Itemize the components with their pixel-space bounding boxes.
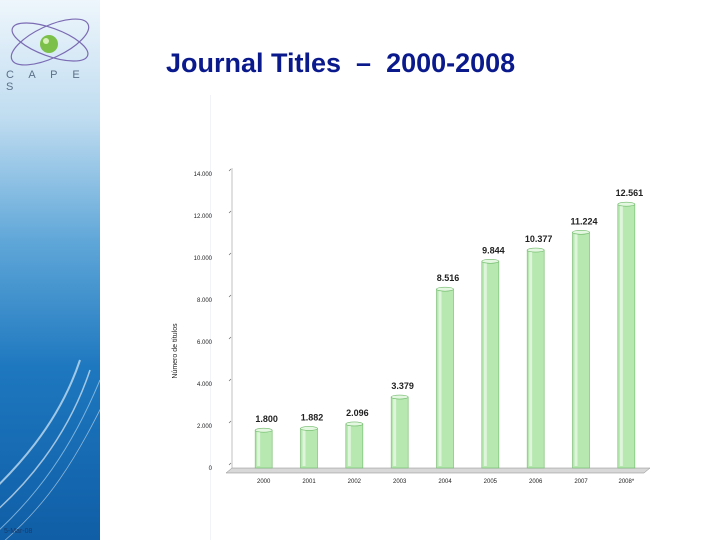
logo-text: C A P E S xyxy=(6,69,86,93)
bar-highlight xyxy=(483,263,487,466)
x-tick-label: 2006 xyxy=(529,479,543,485)
data-label: 8.516 xyxy=(437,273,460,283)
bar-cap xyxy=(436,286,454,292)
chart-floor xyxy=(225,467,651,474)
x-tick-label: 2008* xyxy=(618,479,634,485)
bar-highlight xyxy=(619,206,623,466)
data-label: 10.377 xyxy=(525,234,553,244)
swoosh-decoration xyxy=(0,359,100,540)
bar-cap xyxy=(254,427,273,433)
bar-highlight xyxy=(574,234,578,466)
y-tick-label: 4.000 xyxy=(197,382,213,388)
bar-highlight xyxy=(347,425,351,466)
data-label: 1.800 xyxy=(255,414,278,424)
y-tick-mark xyxy=(228,336,232,340)
x-tick-label: 2004 xyxy=(438,479,452,485)
footer-date: 5-Mar-08 xyxy=(4,528,33,535)
y-tick-label: 8.000 xyxy=(197,298,213,304)
x-tick-label: 2000 xyxy=(257,479,271,485)
bar-cap xyxy=(300,426,318,431)
bar-cap xyxy=(526,247,545,253)
x-tick-label: 2002 xyxy=(348,479,362,485)
bar-cap xyxy=(617,201,636,207)
y-tick-mark xyxy=(228,420,232,424)
y-tick-mark xyxy=(228,252,232,256)
y-tick-label: 12.000 xyxy=(194,214,213,220)
bar-cap xyxy=(572,229,590,235)
bar-cap xyxy=(345,421,364,427)
x-tick-label: 2003 xyxy=(393,479,407,485)
data-label: 12.561 xyxy=(616,188,644,198)
data-label: 3.379 xyxy=(391,381,414,391)
bar-chart: 0 2.000 4.000 6.000 8.000 10.000 12.000 14.000 N… xyxy=(172,168,651,485)
y-tick-mark xyxy=(228,168,232,172)
y-tick-mark xyxy=(228,210,232,214)
y-tick-label: 0 xyxy=(209,466,213,472)
sidebar-decoration: C A P E S 5-Mar-08 xyxy=(0,0,100,540)
bar-highlight xyxy=(302,430,306,466)
data-label: 1.882 xyxy=(301,412,324,422)
y-axis-title: Número de títulos xyxy=(172,323,179,379)
bar-highlight xyxy=(393,399,397,466)
bar-highlight xyxy=(257,432,261,466)
y-tick-label: 14.000 xyxy=(194,172,213,178)
x-tick-label: 2007 xyxy=(574,479,588,485)
data-label: 2.096 xyxy=(346,408,369,418)
x-tick-label: 2001 xyxy=(302,479,316,485)
page-title: Journal Titles – 2000-2008 xyxy=(166,48,516,78)
y-tick-label: 2.000 xyxy=(197,424,213,430)
y-tick-label: 6.000 xyxy=(197,340,213,346)
bar-highlight xyxy=(438,291,442,466)
bar-cap xyxy=(390,394,409,400)
divider xyxy=(210,95,211,540)
globe-orbit-icon xyxy=(10,18,90,66)
data-label: 11.224 xyxy=(570,216,597,226)
x-tick-label: 2005 xyxy=(484,479,498,485)
y-tick-mark xyxy=(228,294,232,298)
y-tick-label: 10.000 xyxy=(194,256,213,262)
bar-highlight xyxy=(529,252,533,466)
y-tick-mark xyxy=(228,378,232,382)
bar-cap xyxy=(481,258,500,264)
y-tick-mark xyxy=(228,462,232,466)
data-label: 9.844 xyxy=(482,245,505,255)
